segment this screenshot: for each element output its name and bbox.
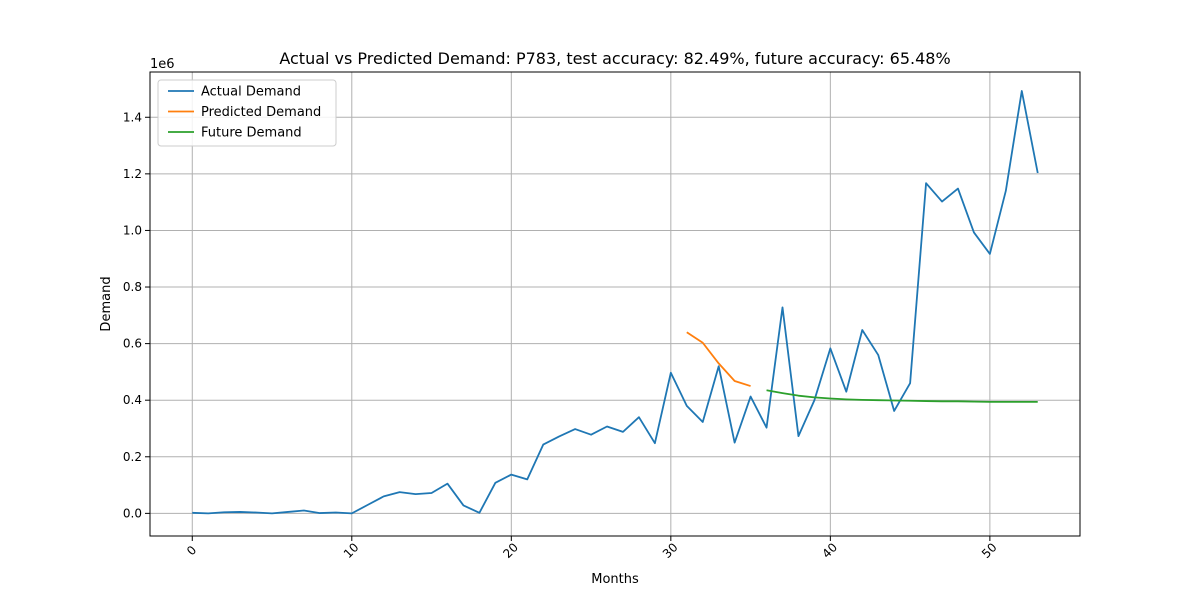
x-axis-label: Months: [591, 572, 639, 587]
chart-title: Actual vs Predicted Demand: P783, test a…: [279, 49, 950, 68]
grid-layer: [150, 72, 1080, 536]
series-line-predicted-demand: [686, 331, 751, 387]
legend-label-actual-demand: Actual Demand: [201, 85, 301, 100]
legend-label-predicted-demand: Predicted Demand: [201, 105, 321, 120]
series-line-actual-demand: [192, 90, 1039, 515]
series-line-future-demand: [766, 389, 1038, 403]
y-axis-scale-label: 1e6: [150, 57, 175, 72]
y-tick-label: 1.2: [123, 167, 142, 181]
legend-box: [157, 79, 337, 147]
legend-label-future-demand: Future Demand: [201, 126, 302, 141]
series-layer: [192, 90, 1039, 515]
y-tick-label: 0.0: [123, 506, 142, 520]
y-tick-label: 0.8: [123, 280, 142, 294]
y-tick-label: 0.6: [123, 337, 142, 351]
y-tick-label: 0.4: [123, 393, 142, 407]
y-axis-label: Demand: [99, 276, 114, 331]
tick-layer: 0 10 20 30 40 500.00.20.40.60.81.01.21.4: [123, 110, 1000, 561]
y-tick-label: 1.0: [123, 223, 142, 237]
y-tick-label: 1.4: [123, 110, 142, 124]
y-tick-label: 0.2: [123, 450, 142, 464]
legend: Actual Demand Predicted Demand Future Dema…: [157, 79, 337, 147]
plot-area-frame: [149, 71, 1081, 537]
